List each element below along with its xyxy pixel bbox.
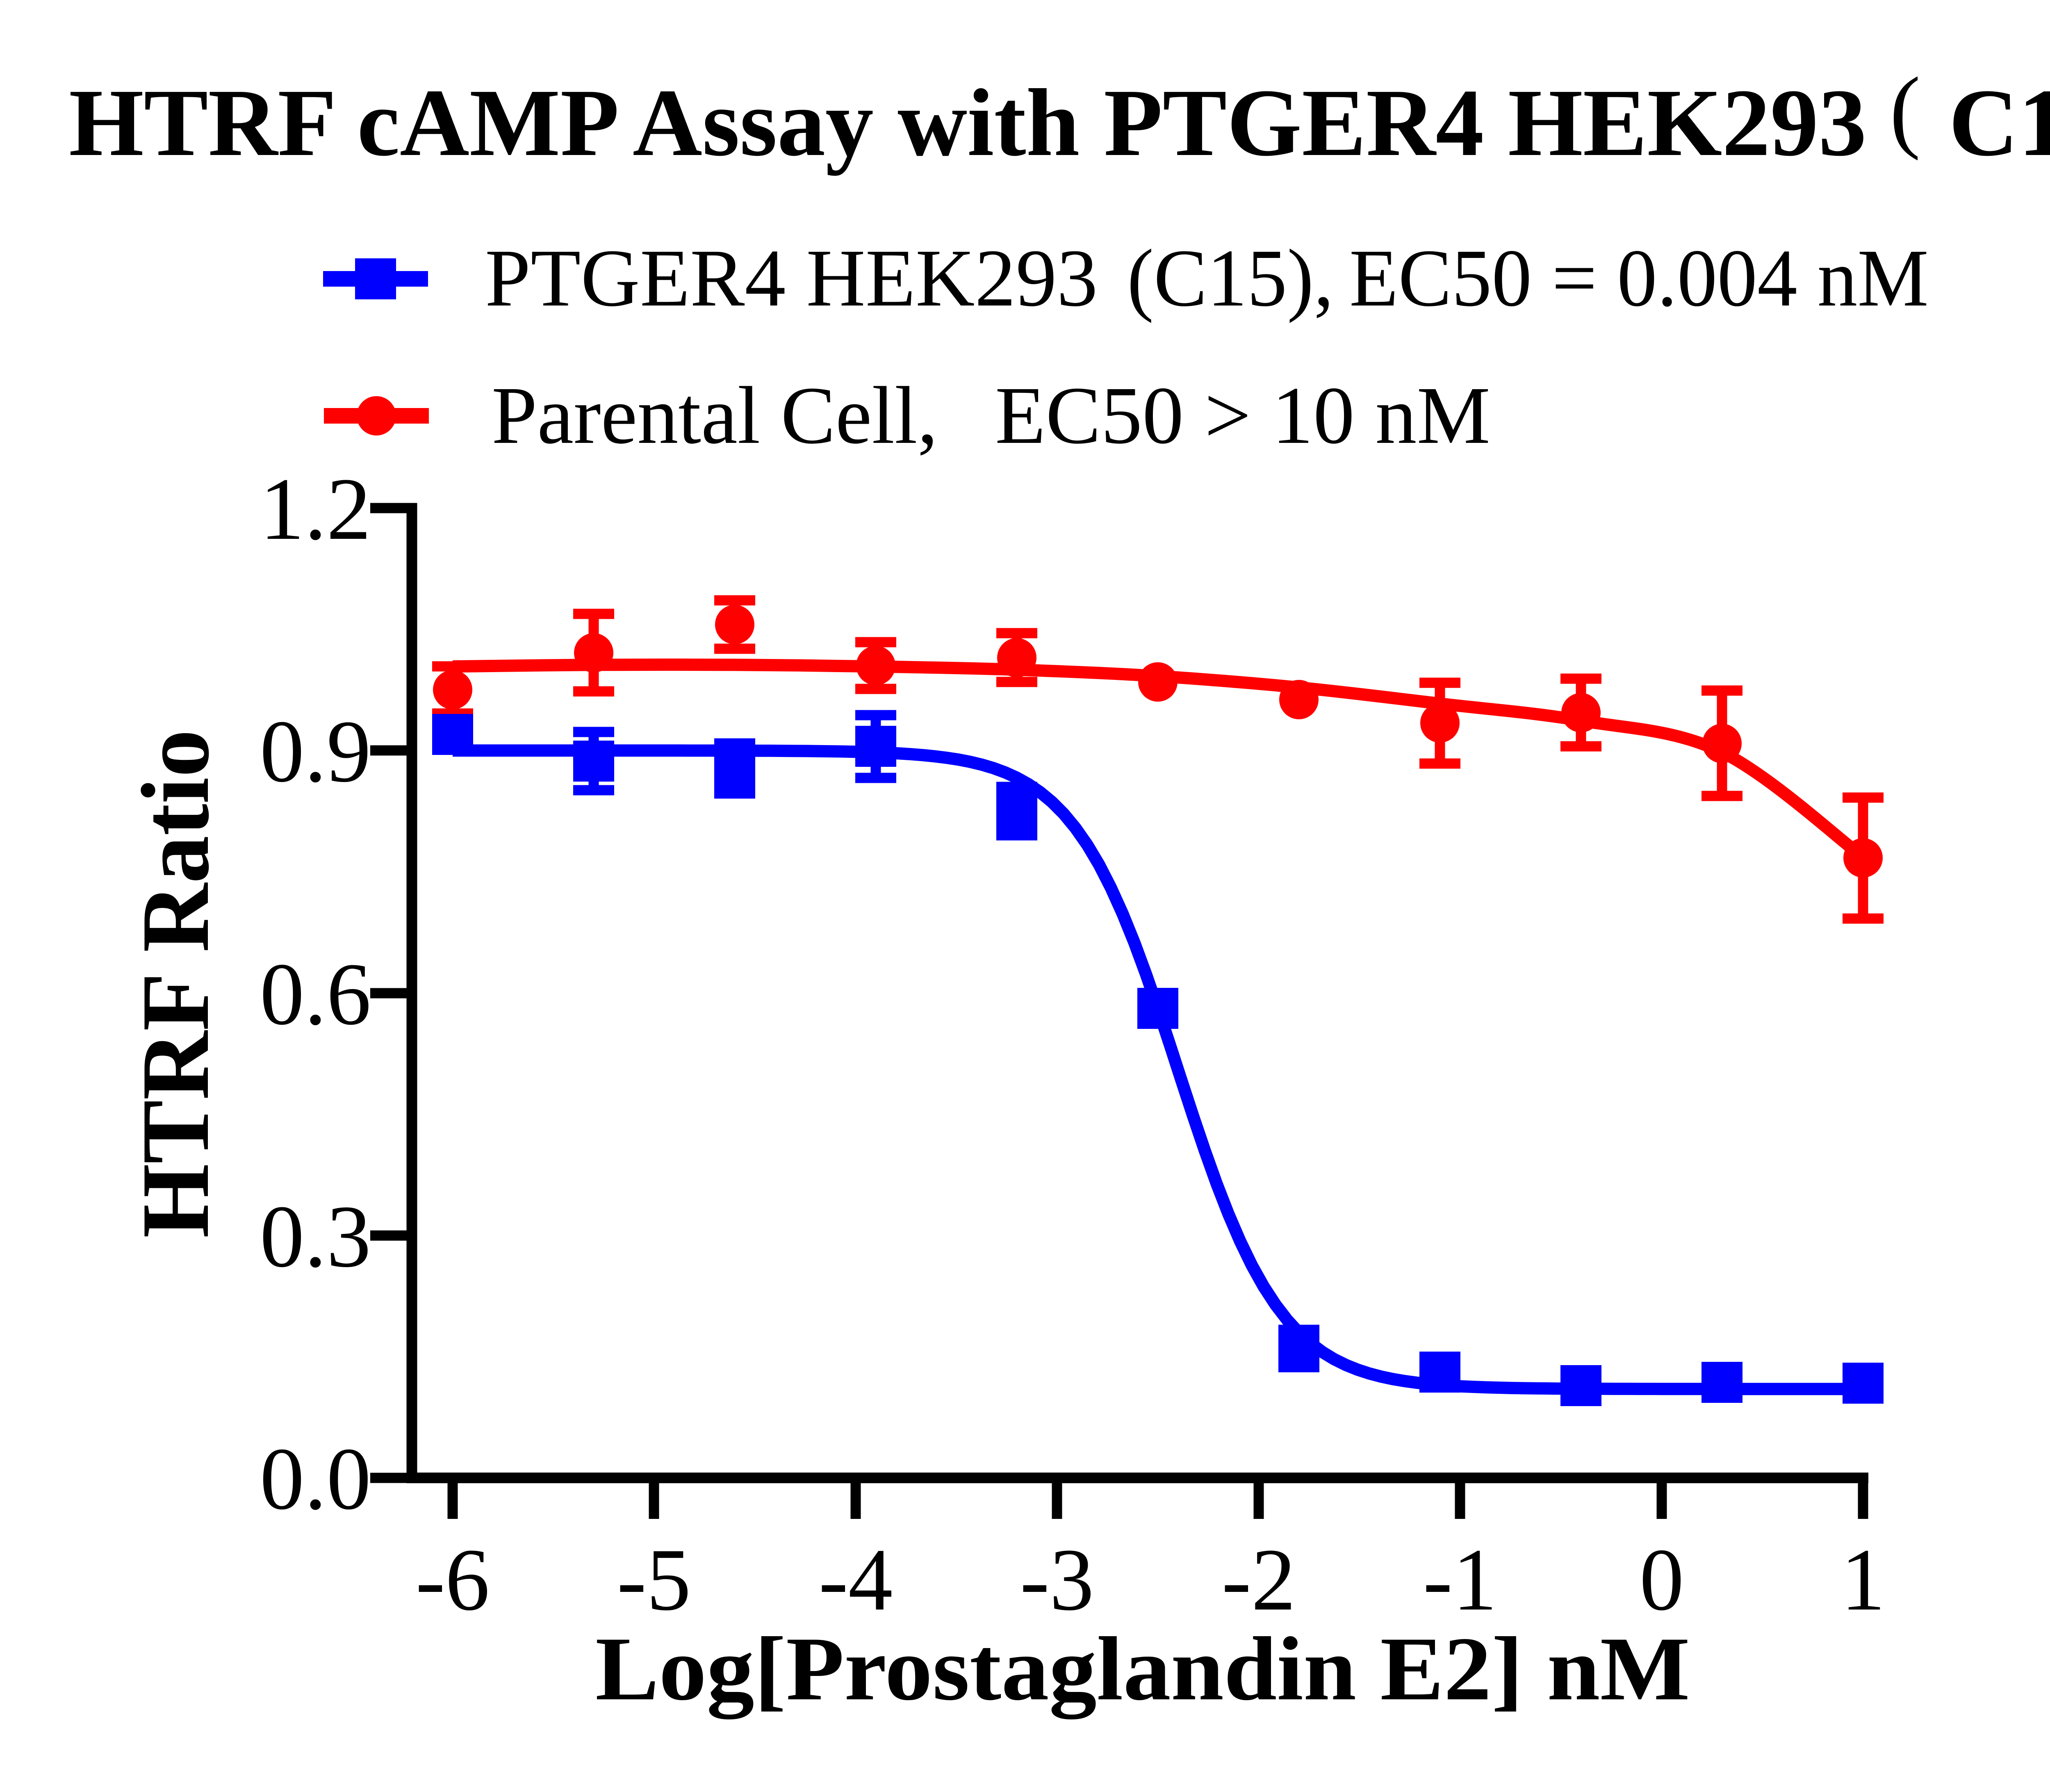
svg-text:-2: -2 [1222,1530,1296,1629]
svg-text:0.9: 0.9 [260,702,371,800]
svg-text:0: 0 [1640,1530,1684,1629]
svg-text:-5: -5 [617,1530,691,1629]
svg-text:(: ( [1890,58,1920,161]
svg-text:EC50 > 10 nM: EC50 > 10 nM [995,370,1490,461]
svg-text:1.2: 1.2 [260,460,371,558]
svg-text:PTGER4 HEK293: PTGER4 HEK293 [485,233,1098,324]
svg-text:EC50 = 0.004 nM: EC50 = 0.004 nM [1349,233,1929,324]
svg-text:C15: C15 [1949,69,2050,176]
svg-text:1: 1 [1841,1530,1886,1629]
svg-text:Parental Cell,: Parental Cell, [492,370,938,461]
svg-text:-1: -1 [1423,1530,1497,1629]
svg-text:-6: -6 [416,1530,490,1629]
svg-text:(C15),: (C15), [1127,233,1334,324]
svg-text:-4: -4 [819,1530,893,1629]
svg-text:0.6: 0.6 [260,945,371,1043]
svg-text:0.3: 0.3 [260,1187,371,1286]
svg-text:0.0: 0.0 [260,1429,371,1528]
svg-text:-3: -3 [1020,1530,1094,1629]
svg-text:Log[Prostaglandin E2] nM: Log[Prostaglandin E2] nM [595,1619,1690,1719]
svg-text:HTRF cAMP Assay with PTGER4 HE: HTRF cAMP Assay with PTGER4 HEK293 [69,69,1867,176]
svg-text:HTRF Ratio: HTRF Ratio [122,730,229,1238]
